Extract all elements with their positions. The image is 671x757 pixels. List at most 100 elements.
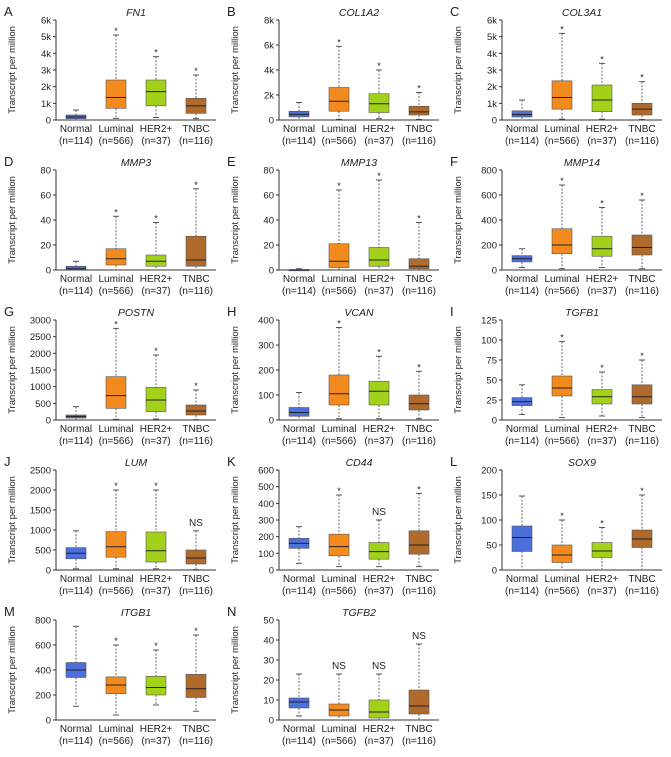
panel-label: H <box>227 304 236 319</box>
y-axis-label: Transcript per million <box>7 26 18 114</box>
x-tick-label: TNBC <box>182 574 209 585</box>
box-her2plus: * <box>591 363 613 417</box>
y-tick-label: 0 <box>46 716 51 727</box>
x-tick-n-label: (n=116) <box>179 436 213 447</box>
iqr-box <box>105 376 127 409</box>
x-tick-label: HER2+ <box>586 574 619 585</box>
panel-label: A <box>4 4 13 19</box>
panel-title: TGFB2 <box>342 607 376 619</box>
significance-mark: * <box>114 26 118 36</box>
y-axis-label: Transcript per million <box>230 476 241 564</box>
x-tick-n-label: (n=37) <box>141 736 170 747</box>
x-tick-n-label: (n=114) <box>282 436 316 447</box>
x-tick-label: Normal <box>283 274 315 285</box>
iqr-box <box>551 375 573 397</box>
box-luminal: * <box>105 636 127 716</box>
x-tick-label: Luminal <box>321 124 356 135</box>
x-tick-n-label: (n=116) <box>625 436 659 447</box>
iqr-box <box>551 544 573 563</box>
ns-label: NS <box>372 507 386 518</box>
y-tick-label: 2k <box>41 82 51 93</box>
box-tnbc: * <box>631 191 653 270</box>
x-tick-label: TNBC <box>182 724 209 735</box>
y-tick-label: 200 <box>481 466 497 477</box>
x-tick-n-label: (n=116) <box>402 436 436 447</box>
box-normal <box>65 260 87 271</box>
y-tick-label: 100 <box>258 391 274 402</box>
box-her2plus: * <box>591 199 613 268</box>
panel-a: A FN1 Transcript per million 0 1k 2k 3k 4k 5k 6k N… <box>4 4 216 147</box>
box-her2plus: * <box>368 61 390 120</box>
y-tick-label: 75 <box>486 356 497 367</box>
ns-label: NS <box>412 631 426 642</box>
panel-title: TGFB1 <box>565 307 599 319</box>
x-tick-n-label: (n=37) <box>141 436 170 447</box>
iqr-box <box>408 394 430 411</box>
x-tick-n-label: (n=114) <box>59 736 93 747</box>
panel-title: MMP3 <box>121 157 151 169</box>
box-tnbc: * <box>408 362 430 420</box>
panel-label: D <box>4 154 13 169</box>
x-tick-label: HER2+ <box>363 424 396 435</box>
x-tick-label: TNBC <box>405 274 432 285</box>
x-tick-n-label: (n=37) <box>587 586 616 597</box>
iqr-box <box>551 228 573 255</box>
y-tick-label: 1k <box>487 99 497 110</box>
panel-f: F MMP14 Transcript per million 0 200 400 600 80… <box>450 154 662 297</box>
x-tick-label: Normal <box>283 724 315 735</box>
y-tick-label: 500 <box>258 482 274 493</box>
panel-title: ITGB1 <box>121 607 151 619</box>
x-tick-n-label: (n=37) <box>587 136 616 147</box>
iqr-box <box>328 374 350 406</box>
x-tick-n-label: (n=114) <box>505 436 539 447</box>
y-tick-label: 400 <box>35 666 51 677</box>
x-tick-label: Normal <box>506 574 538 585</box>
significance-mark: * <box>114 636 118 646</box>
panel-label: I <box>450 304 454 319</box>
x-tick-label: Normal <box>506 124 538 135</box>
y-tick-label: 2000 <box>30 486 51 497</box>
iqr-box <box>551 80 573 110</box>
box-her2plus: * <box>368 171 390 271</box>
y-tick-label: 20 <box>263 241 274 252</box>
x-tick-label: TNBC <box>405 724 432 735</box>
x-tick-label: HER2+ <box>140 124 173 135</box>
y-tick-label: 2k <box>487 82 497 93</box>
y-tick-label: 200 <box>481 241 497 252</box>
panel-label: C <box>450 4 459 19</box>
iqr-box <box>631 234 653 256</box>
box-luminal: NS <box>328 661 350 721</box>
panel-g: G POSTN Transcript per million 0 500 1000 1500… <box>4 304 216 447</box>
x-tick-label: Luminal <box>544 574 579 585</box>
x-tick-n-label: (n=114) <box>59 436 93 447</box>
box-tnbc: NS <box>408 631 430 721</box>
y-tick-label: 400 <box>481 216 497 227</box>
x-tick-label: Normal <box>60 274 92 285</box>
iqr-box <box>368 247 390 267</box>
x-tick-n-label: (n=114) <box>282 736 316 747</box>
box-luminal: * <box>551 333 573 419</box>
x-tick-n-label: (n=114) <box>59 136 93 147</box>
y-tick-label: 5k <box>487 32 497 43</box>
y-tick-label: 4k <box>264 66 274 77</box>
panel-label: G <box>4 304 14 319</box>
iqr-box <box>105 248 127 266</box>
significance-mark: * <box>600 199 604 209</box>
significance-mark: * <box>560 511 564 521</box>
y-tick-label: 0 <box>269 716 274 727</box>
y-tick-label: 2500 <box>30 332 51 343</box>
y-tick-label: 200 <box>35 691 51 702</box>
x-tick-label: Normal <box>283 574 315 585</box>
box-normal <box>511 384 533 415</box>
significance-mark: * <box>417 84 421 94</box>
y-tick-label: 400 <box>258 316 274 327</box>
x-tick-n-label: (n=566) <box>99 286 134 297</box>
y-tick-label: 50 <box>486 376 497 387</box>
box-normal <box>288 673 310 717</box>
y-tick-label: 80 <box>40 166 51 177</box>
y-tick-label: 800 <box>481 166 497 177</box>
significance-mark: * <box>337 181 341 191</box>
iqr-box <box>145 531 167 563</box>
box-luminal: * <box>328 37 350 120</box>
